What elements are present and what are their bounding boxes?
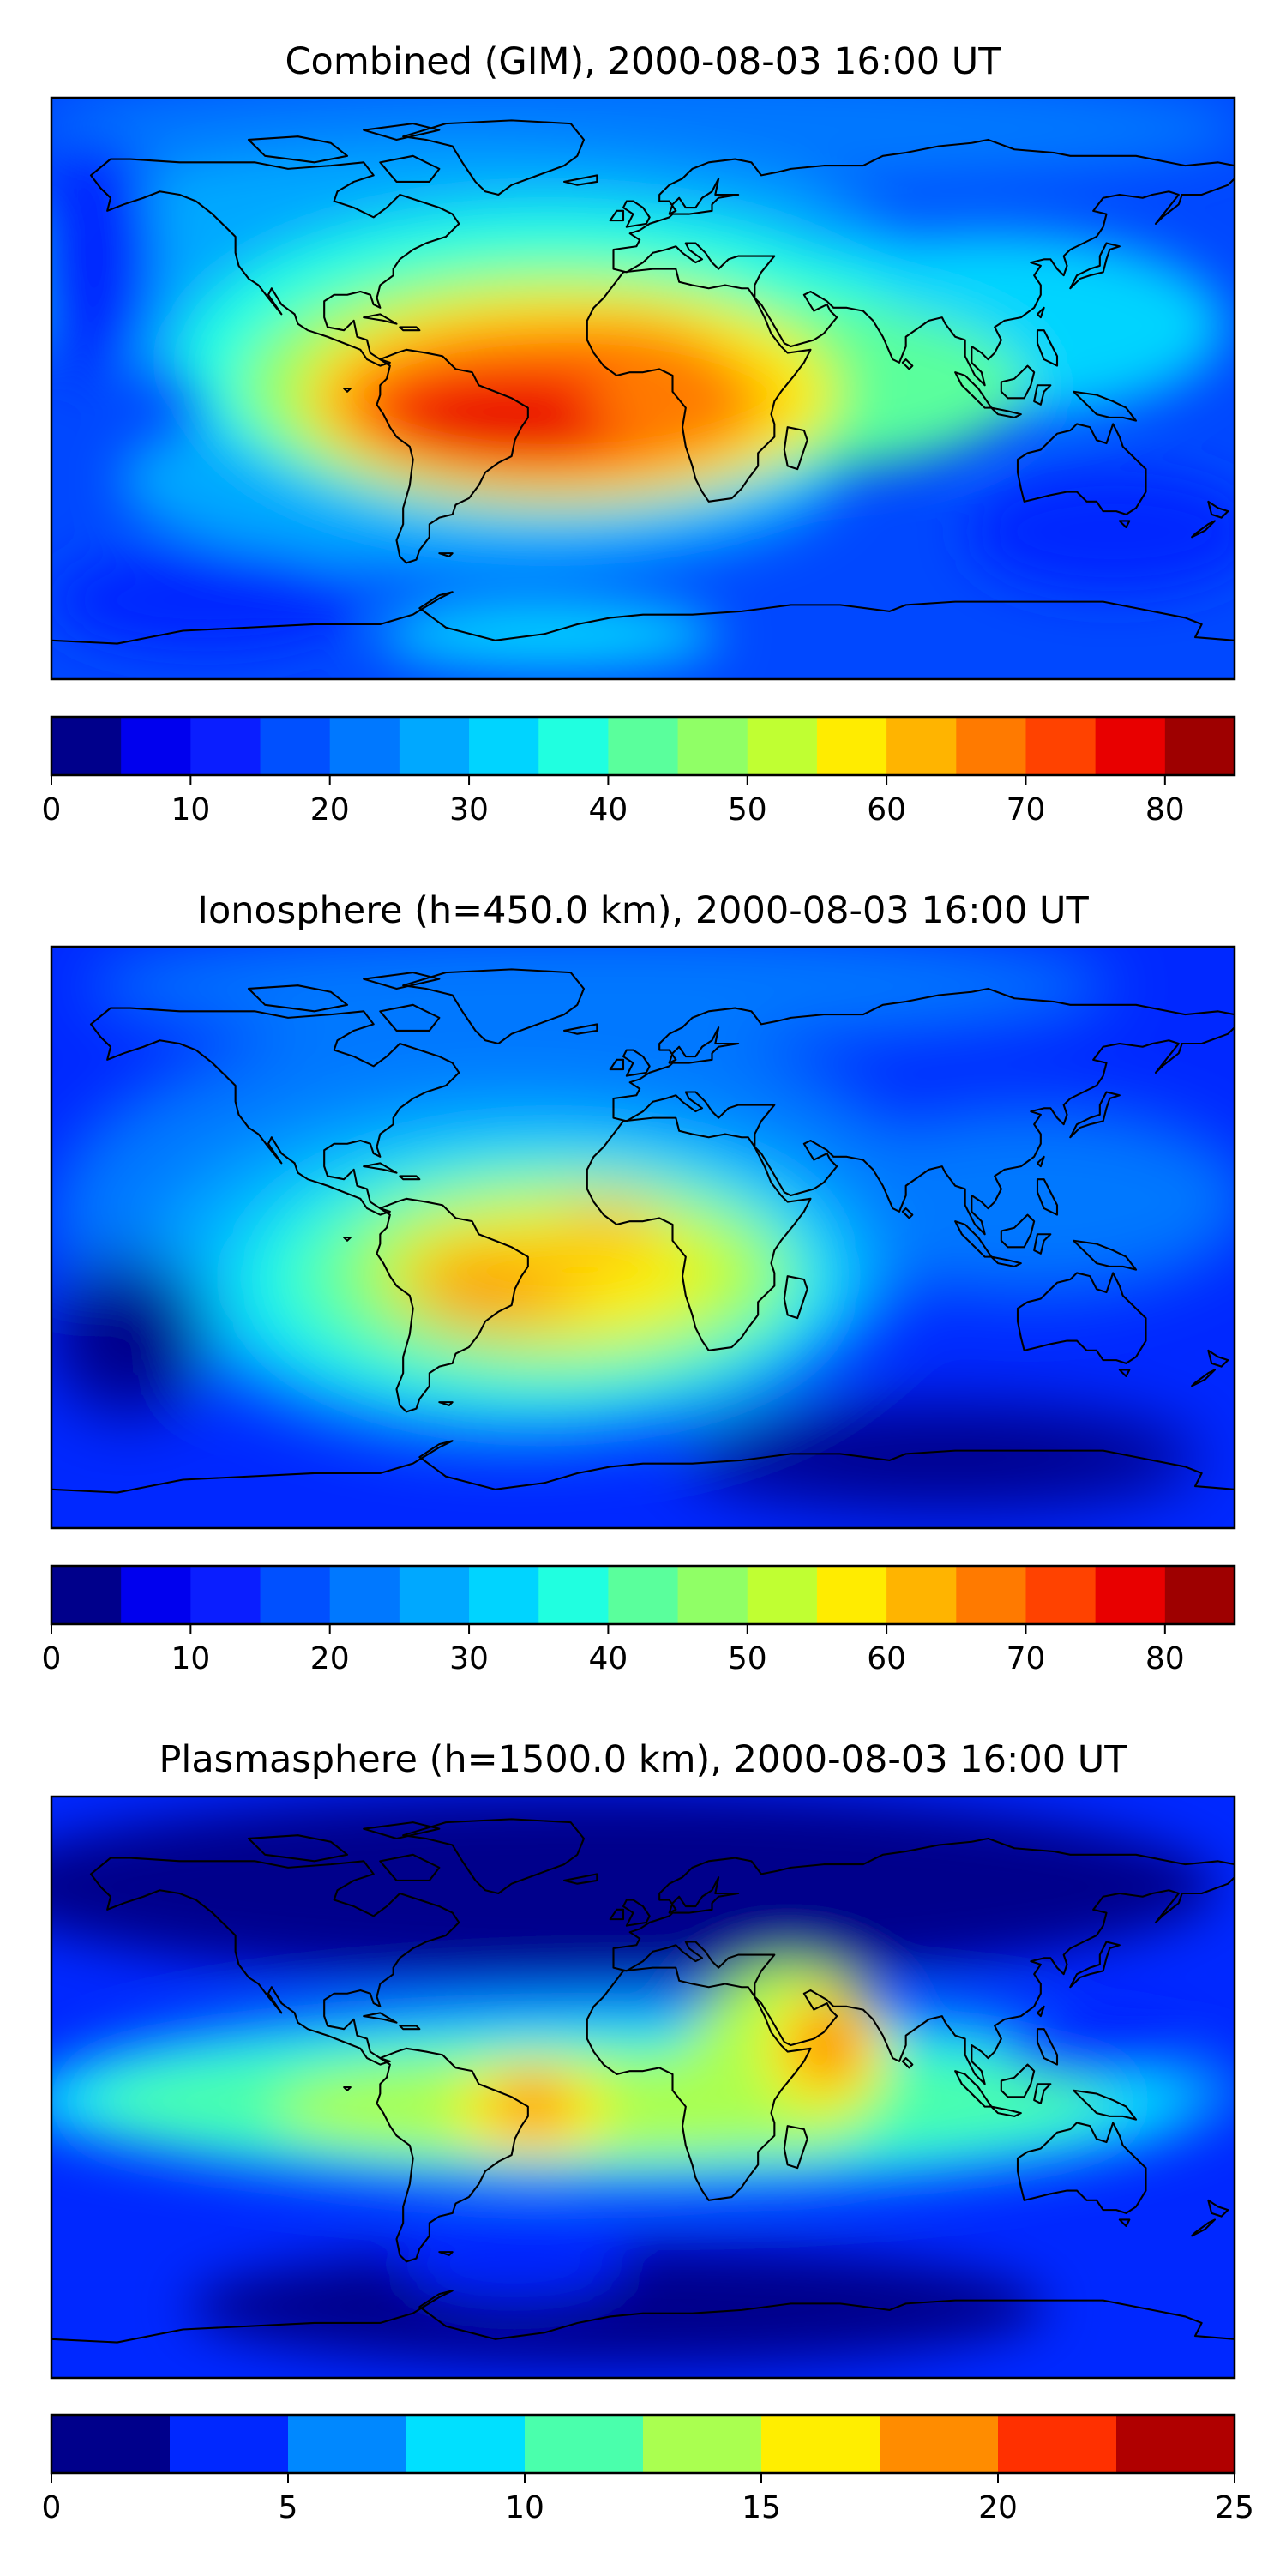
colorbar-segment bbox=[886, 1566, 957, 1624]
colorbar-segment bbox=[469, 1566, 539, 1624]
colorbar-segment bbox=[998, 2415, 1117, 2473]
colorbar-segment bbox=[1095, 717, 1166, 775]
map-field bbox=[51, 947, 1235, 1528]
colorbar-segment bbox=[677, 717, 748, 775]
colorbar-segment bbox=[51, 2415, 171, 2473]
colorbar-segment bbox=[329, 1566, 400, 1624]
colorbar-segment bbox=[399, 717, 470, 775]
colorbar-tick-label: 50 bbox=[728, 1641, 767, 1676]
colorbar-segment bbox=[190, 717, 261, 775]
colorbar-segment bbox=[406, 2415, 526, 2473]
colorbar-segment bbox=[1025, 717, 1097, 775]
panel-combined: Combined (GIM), 2000-08-03 16:00 UT bbox=[42, 40, 1236, 828]
colorbar-segment bbox=[51, 717, 122, 775]
colorbar-tick-label: 60 bbox=[867, 792, 906, 828]
colorbar-tick-label: 80 bbox=[1145, 1641, 1185, 1676]
colorbar-frame bbox=[50, 1564, 1236, 1626]
colorbar-segment bbox=[608, 717, 679, 775]
colorbar-segment bbox=[1025, 1566, 1097, 1624]
colorbar-segment bbox=[1116, 2415, 1235, 2473]
colorbar-segment bbox=[170, 2415, 289, 2473]
panel-plasmasphere: Plasmasphere (h=1500.0 km), 2000-08-03 1… bbox=[42, 1738, 1254, 2525]
colorbar-tick-label: 80 bbox=[1145, 792, 1185, 828]
colorbar-segment bbox=[538, 1566, 610, 1624]
colorbar-tick-label: 0 bbox=[42, 2490, 62, 2525]
colorbar-tick-label: 10 bbox=[171, 1641, 210, 1676]
colorbar-segment bbox=[121, 717, 191, 775]
colorbar-tick-label: 70 bbox=[1007, 792, 1046, 828]
colorbar-tick-label: 40 bbox=[589, 792, 628, 828]
colorbar-segment bbox=[608, 1566, 679, 1624]
colorbar-segment bbox=[51, 1566, 122, 1624]
colorbar-segment bbox=[260, 717, 331, 775]
colorbar-segment bbox=[816, 717, 887, 775]
colorbar-segment bbox=[880, 2415, 999, 2473]
colorbar-segment bbox=[260, 1566, 331, 1624]
colorbar-segment bbox=[956, 717, 1027, 775]
panel-ionosphere: Ionosphere (h=450.0 km), 2000-08-03 16:0… bbox=[42, 889, 1236, 1676]
colorbar-segment bbox=[288, 2415, 407, 2473]
colorbar-segment bbox=[1164, 1566, 1235, 1624]
colorbar-tick-label: 15 bbox=[742, 2490, 781, 2525]
colorbar-segment bbox=[816, 1566, 887, 1624]
colorbar-tick-label: 50 bbox=[728, 792, 767, 828]
colorbar-tick-label: 20 bbox=[310, 792, 350, 828]
colorbar-segment bbox=[1095, 1566, 1166, 1624]
colorbar-segment bbox=[469, 717, 539, 775]
colorbar-segment bbox=[643, 2415, 762, 2473]
colorbar-segment bbox=[886, 717, 957, 775]
colorbar-tick-label: 0 bbox=[42, 792, 62, 828]
colorbar-tick-label: 5 bbox=[279, 2490, 298, 2525]
colorbar-tick-label: 0 bbox=[42, 1641, 62, 1676]
colorbar-segment bbox=[121, 1566, 191, 1624]
colorbar-segment bbox=[538, 717, 610, 775]
colorbar-segment bbox=[525, 2415, 644, 2473]
colorbar: 0 10 20 30 40 50 60 70 80 bbox=[42, 715, 1236, 828]
colorbar-segment bbox=[190, 1566, 261, 1624]
colorbar-tick-label: 10 bbox=[171, 792, 210, 828]
colorbar-segment bbox=[956, 1566, 1027, 1624]
colorbar-tick-label: 30 bbox=[449, 792, 489, 828]
map-field bbox=[51, 1797, 1235, 2378]
colorbar-tick-label: 10 bbox=[505, 2490, 544, 2525]
colorbar-tick-label: 40 bbox=[589, 1641, 628, 1676]
colorbar-segment bbox=[761, 2415, 880, 2473]
colorbar-segment bbox=[747, 1566, 818, 1624]
colorbar-tick-label: 20 bbox=[978, 2490, 1018, 2525]
colorbar-segment bbox=[1164, 717, 1235, 775]
colorbar-tick-label: 20 bbox=[310, 1641, 350, 1676]
map-field bbox=[51, 98, 1235, 679]
colorbar-tick-label: 30 bbox=[449, 1641, 489, 1676]
colorbar-frame bbox=[50, 715, 1236, 777]
colorbar-segment bbox=[399, 1566, 470, 1624]
colorbar: 0 10 20 30 40 50 60 70 80 bbox=[42, 1564, 1236, 1676]
colorbar-tick-label: 25 bbox=[1215, 2490, 1254, 2525]
panel-title: Combined (GIM), 2000-08-03 16:00 UT bbox=[285, 40, 1001, 83]
colorbar-frame bbox=[50, 2413, 1236, 2475]
colorbar: 0 5 10 15 20 25 bbox=[42, 2413, 1254, 2525]
panel-title: Plasmasphere (h=1500.0 km), 2000-08-03 1… bbox=[159, 1738, 1127, 1781]
colorbar-segment bbox=[677, 1566, 748, 1624]
colorbar-tick-label: 70 bbox=[1007, 1641, 1046, 1676]
colorbar-segment bbox=[329, 717, 400, 775]
colorbar-tick-label: 60 bbox=[867, 1641, 906, 1676]
colorbar-segment bbox=[747, 717, 818, 775]
panel-title: Ionosphere (h=450.0 km), 2000-08-03 16:0… bbox=[197, 889, 1089, 932]
